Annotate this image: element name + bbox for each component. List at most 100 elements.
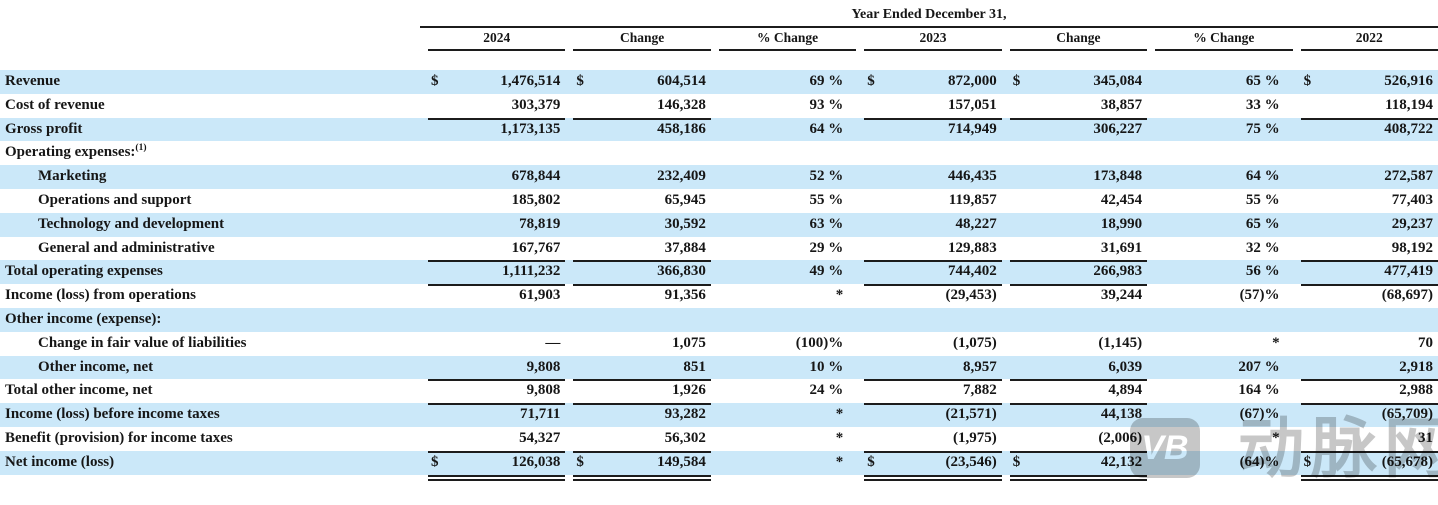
amount-cell: 56,302 <box>573 427 711 453</box>
amount-cell: 232,409 <box>573 165 710 189</box>
row-label: Revenue <box>5 73 60 89</box>
table-row: Technology and development 78,819 30,592 63… <box>0 212 1438 237</box>
amount-cell: $42,132 <box>1009 451 1148 481</box>
row-label: Net income (loss) <box>5 453 115 470</box>
column-header-pct-change-2: % Change <box>1155 28 1293 51</box>
cell-value: 272,587 <box>1384 168 1433 185</box>
percent-cell: 93 % <box>809 96 844 113</box>
cell-value: 71,711 <box>519 406 561 423</box>
table-row: General and administrative 167,767 37,884 2… <box>0 237 1438 263</box>
percent-cell <box>1155 141 1292 165</box>
cell-value: 118,194 <box>1385 96 1433 113</box>
cell-value: 42,454 <box>1100 191 1143 208</box>
amount-cell: $149,584 <box>573 451 711 481</box>
amount-cell: 65,945 <box>573 189 710 213</box>
amount-cell: 714,949 <box>864 118 1001 142</box>
cell-value: 65,945 <box>664 191 706 208</box>
cell-value: 872,000 <box>947 73 997 89</box>
amount-cell: (65,709) <box>1301 403 1438 427</box>
amount-cell: 306,227 <box>1010 118 1147 142</box>
amount-cell: 9,808 <box>428 356 566 382</box>
amount-cell: 2,988 <box>1300 379 1438 406</box>
cell-value: 678,844 <box>511 168 561 185</box>
amount-cell: 408,722 <box>1301 118 1438 142</box>
footnote-marker: (1) <box>135 143 147 154</box>
cell-value: 1,476,514 <box>500 73 561 89</box>
row-label: Technology and development <box>38 215 225 232</box>
amount-cell: 93,282 <box>573 403 710 427</box>
amount-cell <box>864 141 1001 165</box>
cell-value: 1,111,232 <box>502 263 561 280</box>
amount-cell: 39,244 <box>1010 284 1147 308</box>
amount-cell: (68,697) <box>1301 284 1438 308</box>
cell-value: (2,006) <box>1098 429 1143 446</box>
cell-value: 54,327 <box>519 429 561 446</box>
cell-value: 119,857 <box>948 191 997 208</box>
cell-value: 167,767 <box>511 239 561 256</box>
cell-value: 9,808 <box>526 382 561 399</box>
percent-cell: 65 % <box>1245 73 1280 89</box>
amount-cell <box>1301 308 1438 332</box>
cell-value: 70 <box>1418 334 1433 351</box>
amount-cell: 167,767 <box>428 237 566 263</box>
percent-cell: * <box>1272 429 1280 446</box>
amount-cell <box>864 308 1001 332</box>
amount-cell: 6,039 <box>1009 356 1148 382</box>
dollar-sign: $ <box>576 453 584 470</box>
percent-cell: 56 % <box>1245 263 1280 280</box>
amount-cell <box>1010 141 1147 165</box>
percent-cell <box>1155 308 1292 332</box>
cell-value: 446,435 <box>947 168 997 185</box>
amount-cell: (1,145) <box>1010 332 1147 356</box>
cell-value: 477,419 <box>1384 263 1433 280</box>
cell-value: 126,038 <box>511 453 561 470</box>
cell-value: 77,403 <box>1391 191 1433 208</box>
cell-value: 744,402 <box>947 263 997 280</box>
amount-cell: 1,173,135 <box>428 118 565 142</box>
cell-value: — <box>545 334 561 351</box>
column-header-change-1: Change <box>573 28 711 51</box>
table-header: Year Ended December 31, 2024 Change % Ch… <box>0 0 1438 51</box>
cell-value: 29,237 <box>1391 215 1433 232</box>
table-row: Total operating expenses 1,111,232 366,830… <box>0 260 1438 287</box>
amount-cell: (1,975) <box>864 427 1002 453</box>
amount-cell: $126,038 <box>428 451 566 481</box>
cell-value: 266,983 <box>1093 263 1143 280</box>
table-row: Cost of revenue 303,379 146,328 93 % 157,051… <box>0 94 1438 120</box>
row-label: Total operating expenses <box>5 263 163 280</box>
dollar-sign: $ <box>1303 73 1312 89</box>
row-label: Cost of revenue <box>5 96 105 113</box>
amount-cell: 446,435 <box>864 165 1001 189</box>
row-label: Marketing <box>38 168 107 185</box>
dollar-sign: $ <box>431 453 439 470</box>
table-row: Revenue $1,476,514 $604,514 69 % $872,000 $34… <box>0 70 1438 94</box>
amount-cell: 477,419 <box>1300 260 1438 287</box>
dollar-sign: $ <box>867 73 875 89</box>
table-body: Revenue $1,476,514 $604,514 69 % $872,000 $34… <box>0 70 1438 481</box>
cell-value: (1,075) <box>952 334 997 351</box>
percent-cell: * <box>835 429 844 446</box>
cell-value: 98,192 <box>1391 239 1433 256</box>
amount-cell: 54,327 <box>428 427 566 453</box>
amount-cell: 70 <box>1301 332 1438 356</box>
cell-value: 44,138 <box>1100 406 1143 423</box>
column-header-2022: 2022 <box>1300 28 1438 51</box>
row-label: Income (loss) before income taxes <box>5 406 220 423</box>
percent-cell: 55 % <box>1245 191 1280 208</box>
amount-cell: 18,990 <box>1010 213 1147 237</box>
cell-value: 157,051 <box>947 96 997 113</box>
table-row: Benefit (provision) for income taxes 54,3… <box>0 427 1438 453</box>
table-row: Net income (loss) $126,038 $149,584 * $ (23,5… <box>0 450 1438 481</box>
dollar-sign: $ <box>867 453 875 470</box>
percent-cell: 55 % <box>809 191 844 208</box>
cell-value: (68,697) <box>1381 287 1433 304</box>
amount-cell: 9,808 <box>428 379 566 406</box>
amount-cell: 129,883 <box>864 237 1002 263</box>
row-label: Operating expenses:(1) <box>5 143 147 161</box>
percent-cell: * <box>835 453 844 470</box>
percent-cell: 29 % <box>809 239 844 256</box>
cell-value: 2,988 <box>1399 382 1433 399</box>
amount-cell: 31 <box>1300 427 1438 453</box>
amount-cell: $872,000 <box>864 70 1001 94</box>
